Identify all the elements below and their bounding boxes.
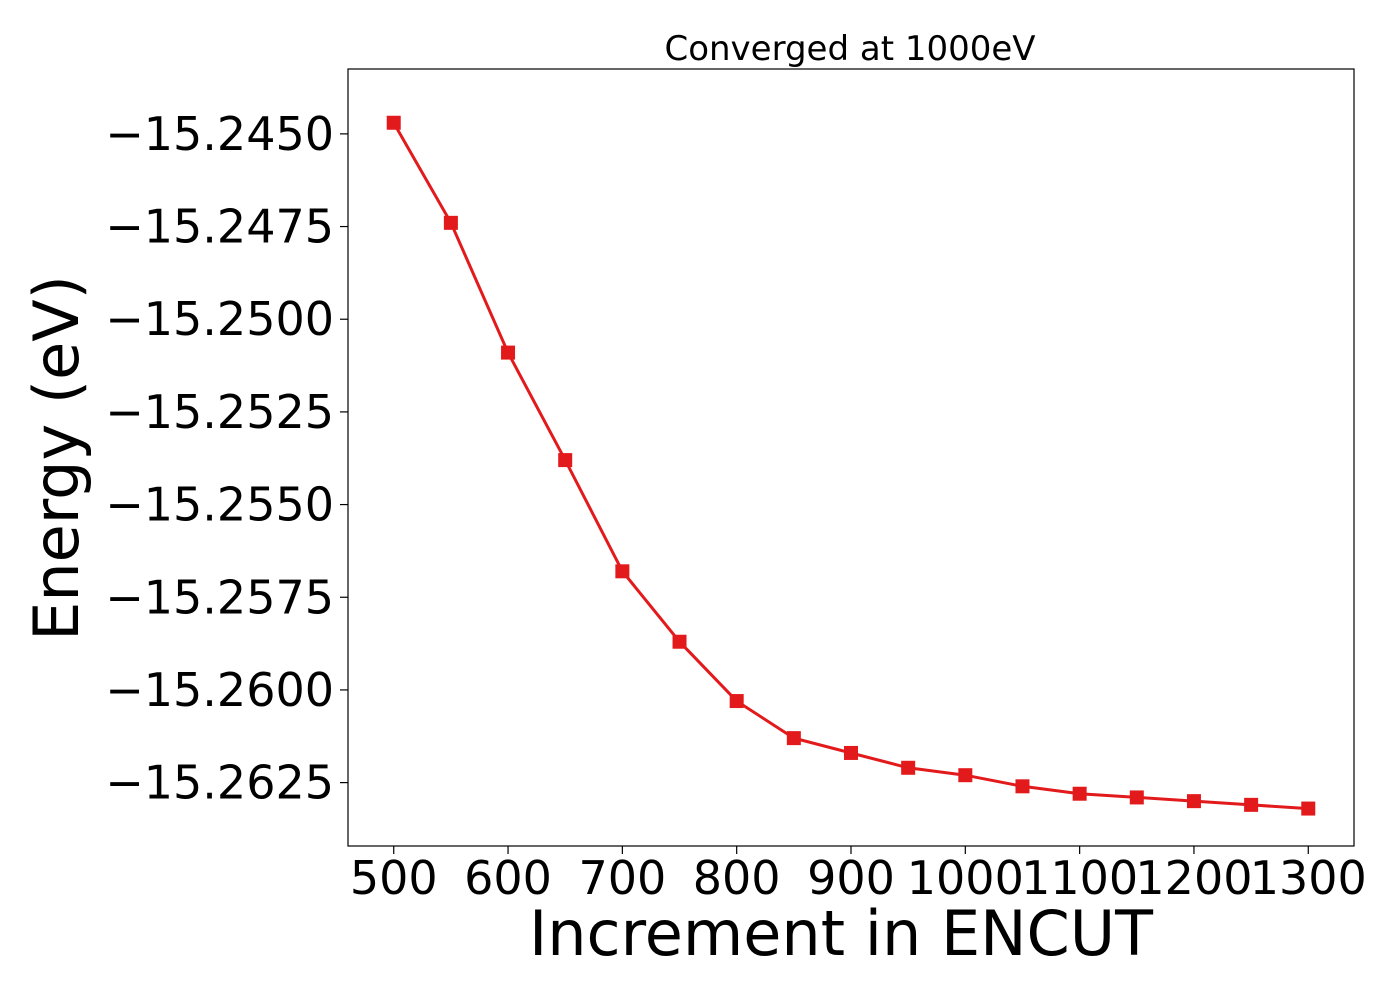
y-tick-label: −15.2475	[105, 200, 334, 254]
x-tick-label: 700	[578, 851, 666, 905]
data-point	[958, 768, 973, 783]
data-point	[1072, 786, 1087, 801]
y-tick-label: −15.2575	[105, 570, 334, 624]
x-tick-label: 1000	[907, 851, 1024, 905]
data-point	[786, 731, 801, 746]
data-point	[558, 453, 573, 468]
data-point	[1244, 797, 1259, 812]
y-tick-label: −15.2550	[105, 478, 334, 532]
data-point	[729, 694, 744, 709]
series-layer	[386, 115, 1316, 816]
y-tick-label: −15.2450	[105, 107, 334, 161]
x-tick-label: 800	[693, 851, 781, 905]
plot-frame	[347, 68, 1355, 847]
y-tick-label: −15.2625	[105, 756, 334, 810]
data-point	[672, 634, 687, 649]
data-point	[1015, 779, 1030, 794]
x-axis-label: Increment in ENCUT	[529, 897, 1154, 970]
series-line	[392, 122, 1309, 811]
data-point	[1301, 801, 1316, 816]
x-tick-label: 900	[807, 851, 895, 905]
x-tick-label: 1300	[1250, 851, 1367, 905]
data-point	[1129, 790, 1144, 805]
y-axis-label: Energy (eV)	[20, 275, 93, 641]
data-point	[1186, 794, 1201, 809]
y-tick-label: −15.2500	[105, 292, 334, 346]
data-point	[615, 564, 630, 579]
x-tick-label: 1200	[1135, 851, 1252, 905]
chart-title: Converged at 1000eV	[664, 29, 1035, 69]
x-tick-label: 600	[464, 851, 552, 905]
x-tick-label: 500	[350, 851, 438, 905]
data-point	[844, 745, 858, 760]
data-point	[901, 760, 916, 775]
y-tick-label: −15.2525	[105, 385, 334, 439]
data-point	[501, 345, 516, 360]
data-point	[386, 115, 401, 130]
y-tick-label: −15.2600	[105, 663, 334, 717]
data-point	[443, 215, 458, 230]
x-tick-label: 1100	[1021, 851, 1138, 905]
